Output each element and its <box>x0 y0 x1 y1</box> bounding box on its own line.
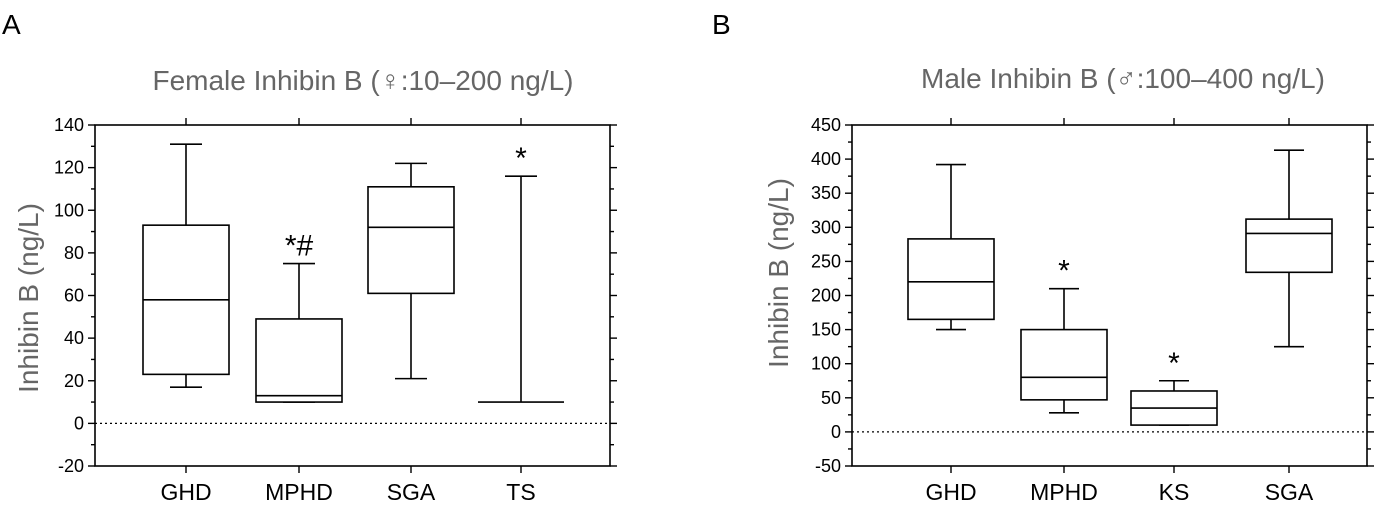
y-tick-label: 400 <box>811 149 841 169</box>
x-tick-label: SGA <box>1265 479 1314 505</box>
significance-marker: * <box>1168 347 1180 380</box>
iqr-box <box>367 186 455 295</box>
x-tick-label: GHD <box>925 479 976 505</box>
box-sga: SGA <box>367 118 455 505</box>
x-tick-label: KS <box>1159 479 1190 505</box>
panel-letter: A <box>2 9 21 40</box>
significance-marker: *# <box>285 230 314 263</box>
x-tick-label: MPHD <box>265 479 333 505</box>
significance-marker: * <box>1058 255 1070 288</box>
box-ghd: GHD <box>907 118 995 505</box>
chart-title: Female Inhibin B (♀:10–200 ng/L) <box>152 65 573 96</box>
y-tick-label: 150 <box>811 320 841 340</box>
chart-title: Male Inhibin B (♂:100–400 ng/L) <box>921 63 1325 94</box>
box-ghd: GHD <box>142 118 230 505</box>
y-tick-label: 50 <box>821 388 841 408</box>
y-tick-label: 0 <box>74 413 84 433</box>
iqr-box <box>255 318 343 403</box>
iqr-box <box>1245 218 1333 274</box>
x-tick-label: GHD <box>160 479 211 505</box>
y-tick-label: 80 <box>64 243 84 263</box>
x-tick-label: MPHD <box>1030 479 1098 505</box>
y-tick-label: 60 <box>64 286 84 306</box>
y-tick-label: 20 <box>64 371 84 391</box>
box-sga: SGA <box>1245 118 1333 505</box>
y-tick-label: 100 <box>811 354 841 374</box>
iqr-box <box>907 238 995 321</box>
y-tick-label: 140 <box>54 115 84 135</box>
y-tick-label: -20 <box>58 456 84 476</box>
y-axis-label: Inhibin B (ng/L) <box>13 203 44 393</box>
y-tick-label: 450 <box>811 115 841 135</box>
y-tick-label: 100 <box>54 200 84 220</box>
box-ts: * TS <box>478 118 564 505</box>
y-axis-label: Inhibin B (ng/L) <box>763 178 794 368</box>
y-tick-label: 40 <box>64 328 84 348</box>
y-tick-label: 200 <box>811 286 841 306</box>
x-tick-label: TS <box>506 479 535 505</box>
box-ks: * KS <box>1130 118 1218 505</box>
significance-marker: * <box>515 142 527 175</box>
chart-panel-a: A Female Inhibin B (♀:10–200 ng/L) Inhibin… <box>2 9 617 505</box>
box-mphd: * MPHD <box>1020 118 1108 505</box>
panel-letter: B <box>712 9 731 40</box>
y-tick-label: 0 <box>831 422 841 442</box>
y-tick-label: 350 <box>811 183 841 203</box>
x-tick-label: SGA <box>387 479 436 505</box>
chart-panel-b: B Male Inhibin B (♂:100–400 ng/L) Inhibin … <box>712 9 1374 505</box>
box-mphd: *# MPHD <box>255 118 343 505</box>
y-tick-label: 120 <box>54 158 84 178</box>
y-tick-label: 250 <box>811 251 841 271</box>
y-tick-label: -50 <box>815 456 841 476</box>
iqr-box <box>1020 328 1108 401</box>
y-tick-label: 300 <box>811 217 841 237</box>
